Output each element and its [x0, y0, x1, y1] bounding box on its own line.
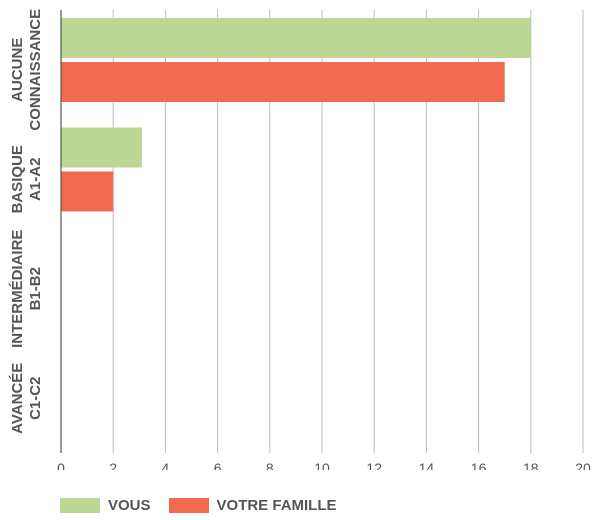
legend: VOUS VOTRE FAMILLE — [60, 497, 337, 514]
bars — [61, 18, 531, 212]
category-label: INTERMÉDIAIRE B1-B2 — [9, 230, 44, 348]
x-tick-label: 10 — [314, 460, 330, 470]
category-label-line: BASIQUE — [9, 145, 26, 213]
x-tick-label: 0 — [57, 460, 65, 470]
x-tick-label: 14 — [419, 460, 435, 470]
category-label: BASIQUE A1-A2 — [9, 145, 44, 213]
category-label-line: B1-B2 — [27, 267, 44, 310]
legend-item-vous: VOUS — [60, 497, 151, 514]
bar-vous — [61, 18, 531, 58]
legend-item-votre-famille: VOTRE FAMILLE — [168, 497, 337, 514]
bar-chart: 0 2 4 6 8 10 12 14 16 18 20 AUCUNE CONNAISSANCEBASI… — [9, 9, 591, 470]
x-tick-label: 4 — [162, 460, 170, 470]
legend-swatch-vous — [60, 498, 100, 513]
legend-swatch-votre-famille — [168, 498, 209, 513]
category-label-line: C1-C2 — [27, 377, 44, 420]
category-label-line: AUCUNE — [9, 38, 26, 102]
x-tick-label: 12 — [366, 460, 382, 470]
category-label-line: INTERMÉDIAIRE — [9, 230, 26, 348]
x-tick-label: 6 — [214, 460, 222, 470]
bar-votre-famille — [61, 171, 114, 212]
category-label-line: CONNAISSANCE — [27, 9, 44, 131]
bar-vous — [61, 127, 142, 168]
category-label: AUCUNE CONNAISSANCE — [9, 9, 44, 131]
category-label: AVANCÉE C1-C2 — [9, 363, 44, 434]
x-tick-label: 18 — [523, 460, 539, 470]
x-tick-label: 2 — [109, 460, 117, 470]
legend-label-vous: VOUS — [108, 497, 151, 514]
x-axis-ticks: 0 2 4 6 8 10 12 14 16 18 20 — [57, 460, 591, 470]
bar-votre-famille — [61, 62, 505, 102]
legend-label-votre-famille: VOTRE FAMILLE — [216, 497, 337, 514]
x-tick-label: 8 — [266, 460, 274, 470]
category-label-line: A1-A2 — [27, 158, 44, 201]
x-tick-label: 20 — [575, 460, 591, 470]
x-tick-label: 16 — [471, 460, 487, 470]
category-label-line: AVANCÉE — [9, 363, 26, 434]
